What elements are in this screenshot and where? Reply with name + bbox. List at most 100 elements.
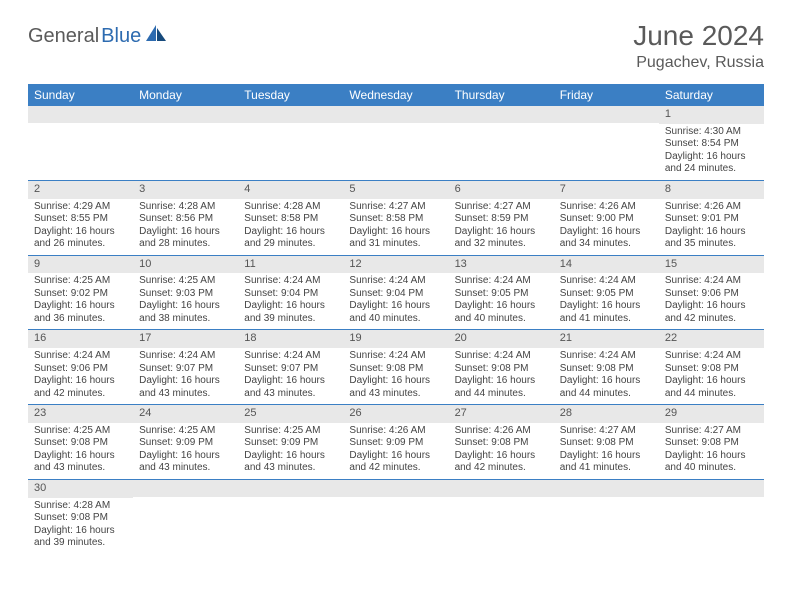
daylight-line: Daylight: 16 hours and 26 minutes. bbox=[34, 226, 127, 251]
sunset-line: Sunset: 8:58 PM bbox=[349, 213, 442, 226]
sunrise-line: Sunrise: 4:28 AM bbox=[34, 500, 127, 513]
week-row: 23Sunrise: 4:25 AMSunset: 9:08 PMDayligh… bbox=[28, 405, 764, 480]
sunrise-line: Sunrise: 4:25 AM bbox=[34, 275, 127, 288]
sunset-line: Sunset: 9:04 PM bbox=[349, 288, 442, 301]
day-number: 22 bbox=[659, 330, 764, 348]
sunrise-line: Sunrise: 4:28 AM bbox=[244, 201, 337, 214]
day-details: Sunrise: 4:25 AMSunset: 9:03 PMDaylight:… bbox=[133, 273, 238, 329]
day-details: Sunrise: 4:25 AMSunset: 9:02 PMDaylight:… bbox=[28, 273, 133, 329]
day-details: Sunrise: 4:24 AMSunset: 9:07 PMDaylight:… bbox=[238, 348, 343, 404]
daylight-line: Daylight: 16 hours and 42 minutes. bbox=[665, 300, 758, 325]
day-cell: 28Sunrise: 4:27 AMSunset: 9:08 PMDayligh… bbox=[554, 405, 659, 479]
day-details: Sunrise: 4:26 AMSunset: 9:08 PMDaylight:… bbox=[449, 423, 554, 479]
logo-text-general: General bbox=[28, 25, 99, 48]
month-title: June 2024 bbox=[633, 20, 764, 52]
day-cell: 13Sunrise: 4:24 AMSunset: 9:05 PMDayligh… bbox=[449, 256, 554, 330]
day-cell: 8Sunrise: 4:26 AMSunset: 9:01 PMDaylight… bbox=[659, 181, 764, 255]
day-number: 21 bbox=[554, 330, 659, 348]
day-details: Sunrise: 4:27 AMSunset: 8:58 PMDaylight:… bbox=[343, 199, 448, 255]
day-cell: 14Sunrise: 4:24 AMSunset: 9:05 PMDayligh… bbox=[554, 256, 659, 330]
day-details: Sunrise: 4:24 AMSunset: 9:08 PMDaylight:… bbox=[449, 348, 554, 404]
sunrise-line: Sunrise: 4:27 AM bbox=[560, 425, 653, 438]
daylight-line: Daylight: 16 hours and 42 minutes. bbox=[34, 375, 127, 400]
sunset-line: Sunset: 8:58 PM bbox=[244, 213, 337, 226]
daylight-line: Daylight: 16 hours and 40 minutes. bbox=[349, 300, 442, 325]
day-number bbox=[554, 480, 659, 497]
day-details: Sunrise: 4:24 AMSunset: 9:06 PMDaylight:… bbox=[28, 348, 133, 404]
sunrise-line: Sunrise: 4:25 AM bbox=[34, 425, 127, 438]
day-cell: 29Sunrise: 4:27 AMSunset: 9:08 PMDayligh… bbox=[659, 405, 764, 479]
daylight-line: Daylight: 16 hours and 38 minutes. bbox=[139, 300, 232, 325]
day-cell: 9Sunrise: 4:25 AMSunset: 9:02 PMDaylight… bbox=[28, 256, 133, 330]
sunrise-line: Sunrise: 4:26 AM bbox=[560, 201, 653, 214]
day-number: 26 bbox=[343, 405, 448, 423]
day-details: Sunrise: 4:24 AMSunset: 9:07 PMDaylight:… bbox=[133, 348, 238, 404]
daylight-line: Daylight: 16 hours and 34 minutes. bbox=[560, 226, 653, 251]
day-number: 15 bbox=[659, 256, 764, 274]
sunrise-line: Sunrise: 4:27 AM bbox=[455, 201, 548, 214]
week-row: 9Sunrise: 4:25 AMSunset: 9:02 PMDaylight… bbox=[28, 256, 764, 331]
week-row: 16Sunrise: 4:24 AMSunset: 9:06 PMDayligh… bbox=[28, 330, 764, 405]
day-details: Sunrise: 4:30 AMSunset: 8:54 PMDaylight:… bbox=[659, 124, 764, 180]
day-number bbox=[554, 106, 659, 123]
day-cell: 30Sunrise: 4:28 AMSunset: 9:08 PMDayligh… bbox=[28, 480, 133, 554]
day-number: 14 bbox=[554, 256, 659, 274]
sunset-line: Sunset: 8:54 PM bbox=[665, 138, 758, 151]
day-details: Sunrise: 4:25 AMSunset: 9:09 PMDaylight:… bbox=[133, 423, 238, 479]
empty-cell bbox=[554, 480, 659, 554]
sunrise-line: Sunrise: 4:24 AM bbox=[34, 350, 127, 363]
sunrise-line: Sunrise: 4:25 AM bbox=[139, 425, 232, 438]
day-cell: 4Sunrise: 4:28 AMSunset: 8:58 PMDaylight… bbox=[238, 181, 343, 255]
day-cell: 26Sunrise: 4:26 AMSunset: 9:09 PMDayligh… bbox=[343, 405, 448, 479]
day-number: 18 bbox=[238, 330, 343, 348]
day-number bbox=[343, 480, 448, 497]
sunset-line: Sunset: 9:02 PM bbox=[34, 288, 127, 301]
logo-text-blue: Blue bbox=[101, 25, 141, 48]
empty-cell bbox=[133, 106, 238, 180]
sail-icon bbox=[145, 24, 167, 47]
daylight-line: Daylight: 16 hours and 44 minutes. bbox=[665, 375, 758, 400]
day-number: 30 bbox=[28, 480, 133, 498]
day-header: Sunday bbox=[28, 84, 133, 106]
day-details: Sunrise: 4:24 AMSunset: 9:05 PMDaylight:… bbox=[449, 273, 554, 329]
daylight-line: Daylight: 16 hours and 43 minutes. bbox=[139, 375, 232, 400]
empty-cell bbox=[554, 106, 659, 180]
day-details: Sunrise: 4:26 AMSunset: 9:01 PMDaylight:… bbox=[659, 199, 764, 255]
sunrise-line: Sunrise: 4:25 AM bbox=[244, 425, 337, 438]
day-number: 1 bbox=[659, 106, 764, 124]
day-headers-row: SundayMondayTuesdayWednesdayThursdayFrid… bbox=[28, 84, 764, 106]
daylight-line: Daylight: 16 hours and 32 minutes. bbox=[455, 226, 548, 251]
day-details: Sunrise: 4:24 AMSunset: 9:06 PMDaylight:… bbox=[659, 273, 764, 329]
day-number: 29 bbox=[659, 405, 764, 423]
day-cell: 21Sunrise: 4:24 AMSunset: 9:08 PMDayligh… bbox=[554, 330, 659, 404]
sunset-line: Sunset: 9:03 PM bbox=[139, 288, 232, 301]
day-details: Sunrise: 4:24 AMSunset: 9:04 PMDaylight:… bbox=[238, 273, 343, 329]
day-cell: 3Sunrise: 4:28 AMSunset: 8:56 PMDaylight… bbox=[133, 181, 238, 255]
day-header: Tuesday bbox=[238, 84, 343, 106]
day-number bbox=[659, 480, 764, 497]
day-header: Saturday bbox=[659, 84, 764, 106]
daylight-line: Daylight: 16 hours and 31 minutes. bbox=[349, 226, 442, 251]
daylight-line: Daylight: 16 hours and 44 minutes. bbox=[560, 375, 653, 400]
daylight-line: Daylight: 16 hours and 36 minutes. bbox=[34, 300, 127, 325]
empty-cell bbox=[449, 480, 554, 554]
day-details: Sunrise: 4:25 AMSunset: 9:09 PMDaylight:… bbox=[238, 423, 343, 479]
empty-cell bbox=[659, 480, 764, 554]
day-cell: 23Sunrise: 4:25 AMSunset: 9:08 PMDayligh… bbox=[28, 405, 133, 479]
page-header: GeneralBlue June 2024 Pugachev, Russia bbox=[28, 20, 764, 72]
day-details: Sunrise: 4:28 AMSunset: 8:56 PMDaylight:… bbox=[133, 199, 238, 255]
day-details: Sunrise: 4:27 AMSunset: 9:08 PMDaylight:… bbox=[659, 423, 764, 479]
calendar-page: GeneralBlue June 2024 Pugachev, Russia S… bbox=[0, 0, 792, 564]
day-cell: 11Sunrise: 4:24 AMSunset: 9:04 PMDayligh… bbox=[238, 256, 343, 330]
day-cell: 15Sunrise: 4:24 AMSunset: 9:06 PMDayligh… bbox=[659, 256, 764, 330]
sunset-line: Sunset: 9:06 PM bbox=[665, 288, 758, 301]
day-number: 9 bbox=[28, 256, 133, 274]
day-cell: 27Sunrise: 4:26 AMSunset: 9:08 PMDayligh… bbox=[449, 405, 554, 479]
day-cell: 20Sunrise: 4:24 AMSunset: 9:08 PMDayligh… bbox=[449, 330, 554, 404]
sunrise-line: Sunrise: 4:24 AM bbox=[560, 350, 653, 363]
daylight-line: Daylight: 16 hours and 44 minutes. bbox=[455, 375, 548, 400]
day-header: Thursday bbox=[449, 84, 554, 106]
day-details: Sunrise: 4:28 AMSunset: 9:08 PMDaylight:… bbox=[28, 498, 133, 554]
daylight-line: Daylight: 16 hours and 42 minutes. bbox=[455, 450, 548, 475]
day-details: Sunrise: 4:29 AMSunset: 8:55 PMDaylight:… bbox=[28, 199, 133, 255]
